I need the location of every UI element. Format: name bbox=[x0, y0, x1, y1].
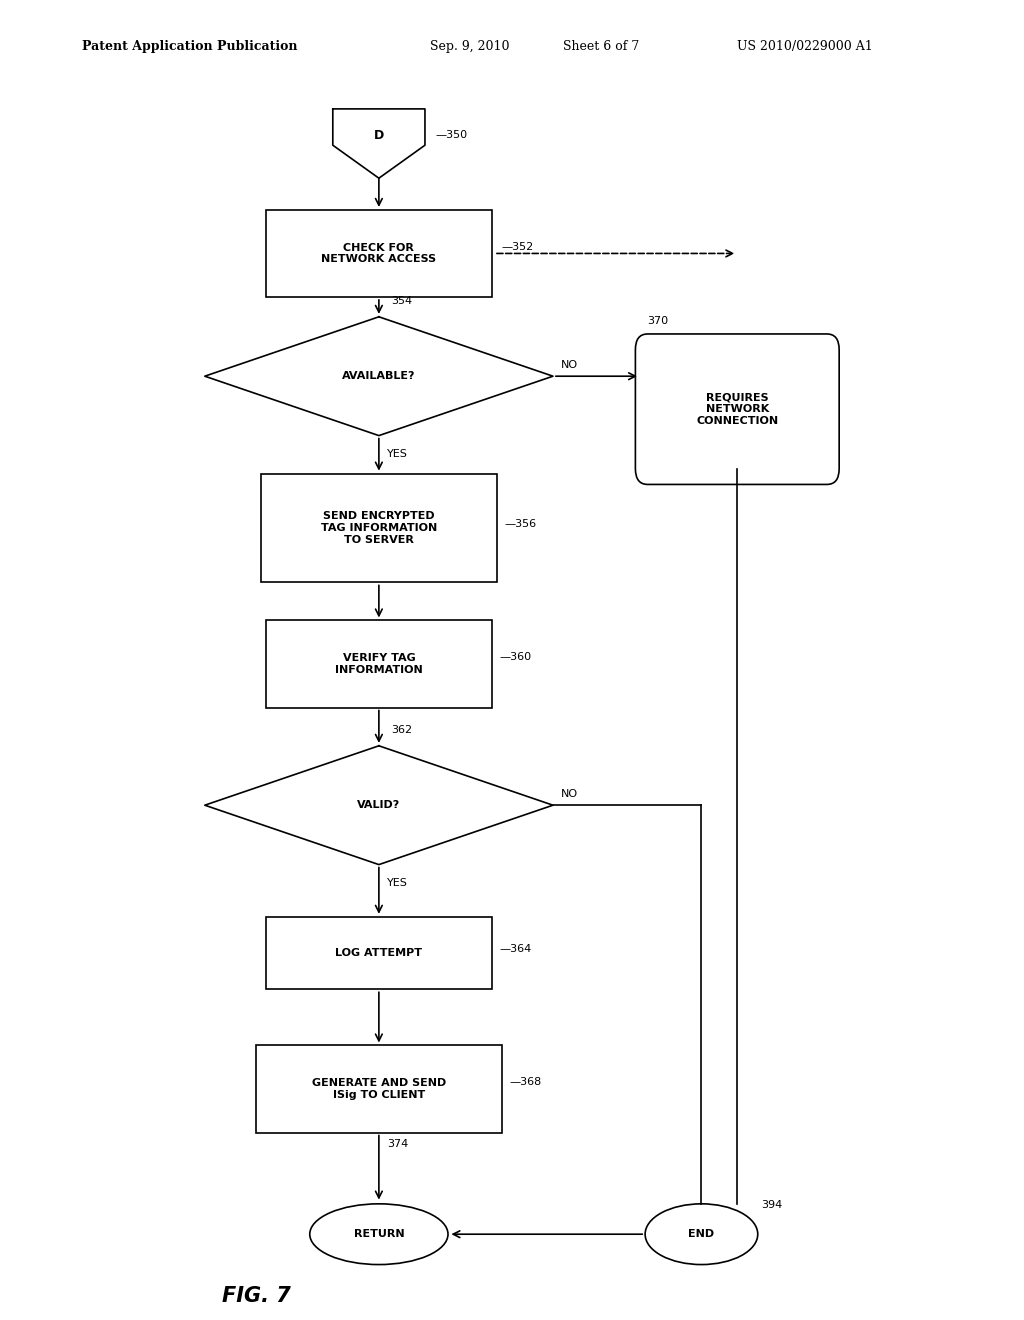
Text: 362: 362 bbox=[391, 725, 413, 735]
Text: CHECK FOR
NETWORK ACCESS: CHECK FOR NETWORK ACCESS bbox=[322, 243, 436, 264]
Text: 394: 394 bbox=[761, 1200, 782, 1210]
FancyBboxPatch shape bbox=[266, 620, 492, 708]
FancyBboxPatch shape bbox=[256, 1045, 502, 1133]
Text: —356: —356 bbox=[505, 519, 537, 529]
Text: 354: 354 bbox=[391, 296, 413, 306]
Text: 374: 374 bbox=[387, 1139, 409, 1150]
Text: SEND ENCRYPTED
TAG INFORMATION
TO SERVER: SEND ENCRYPTED TAG INFORMATION TO SERVER bbox=[321, 511, 437, 545]
FancyBboxPatch shape bbox=[261, 474, 497, 582]
FancyBboxPatch shape bbox=[635, 334, 839, 484]
Text: END: END bbox=[688, 1229, 715, 1239]
Text: NO: NO bbox=[561, 788, 579, 799]
Text: LOG ATTEMPT: LOG ATTEMPT bbox=[336, 948, 422, 958]
Text: NO: NO bbox=[561, 359, 579, 370]
Text: GENERATE AND SEND
ISig TO CLIENT: GENERATE AND SEND ISig TO CLIENT bbox=[311, 1078, 446, 1100]
Text: YES: YES bbox=[387, 878, 408, 888]
Text: —350: —350 bbox=[435, 129, 467, 140]
Text: RETURN: RETURN bbox=[353, 1229, 404, 1239]
Ellipse shape bbox=[645, 1204, 758, 1265]
Text: —352: —352 bbox=[502, 242, 534, 252]
Text: Patent Application Publication: Patent Application Publication bbox=[82, 40, 297, 53]
FancyBboxPatch shape bbox=[266, 210, 492, 297]
Text: Sep. 9, 2010: Sep. 9, 2010 bbox=[430, 40, 510, 53]
Text: VERIFY TAG
INFORMATION: VERIFY TAG INFORMATION bbox=[335, 653, 423, 675]
FancyBboxPatch shape bbox=[266, 916, 492, 990]
Ellipse shape bbox=[309, 1204, 449, 1265]
Text: US 2010/0229000 A1: US 2010/0229000 A1 bbox=[737, 40, 873, 53]
Text: —368: —368 bbox=[510, 1077, 542, 1088]
Text: D: D bbox=[374, 129, 384, 141]
Text: YES: YES bbox=[387, 449, 408, 459]
Text: —360: —360 bbox=[500, 652, 531, 663]
Text: —364: —364 bbox=[500, 944, 531, 954]
Text: VALID?: VALID? bbox=[357, 800, 400, 810]
Text: 370: 370 bbox=[647, 315, 669, 326]
Text: AVAILABLE?: AVAILABLE? bbox=[342, 371, 416, 381]
Text: Sheet 6 of 7: Sheet 6 of 7 bbox=[563, 40, 639, 53]
Text: REQUIRES
NETWORK
CONNECTION: REQUIRES NETWORK CONNECTION bbox=[696, 392, 778, 426]
Text: FIG. 7: FIG. 7 bbox=[221, 1286, 291, 1307]
